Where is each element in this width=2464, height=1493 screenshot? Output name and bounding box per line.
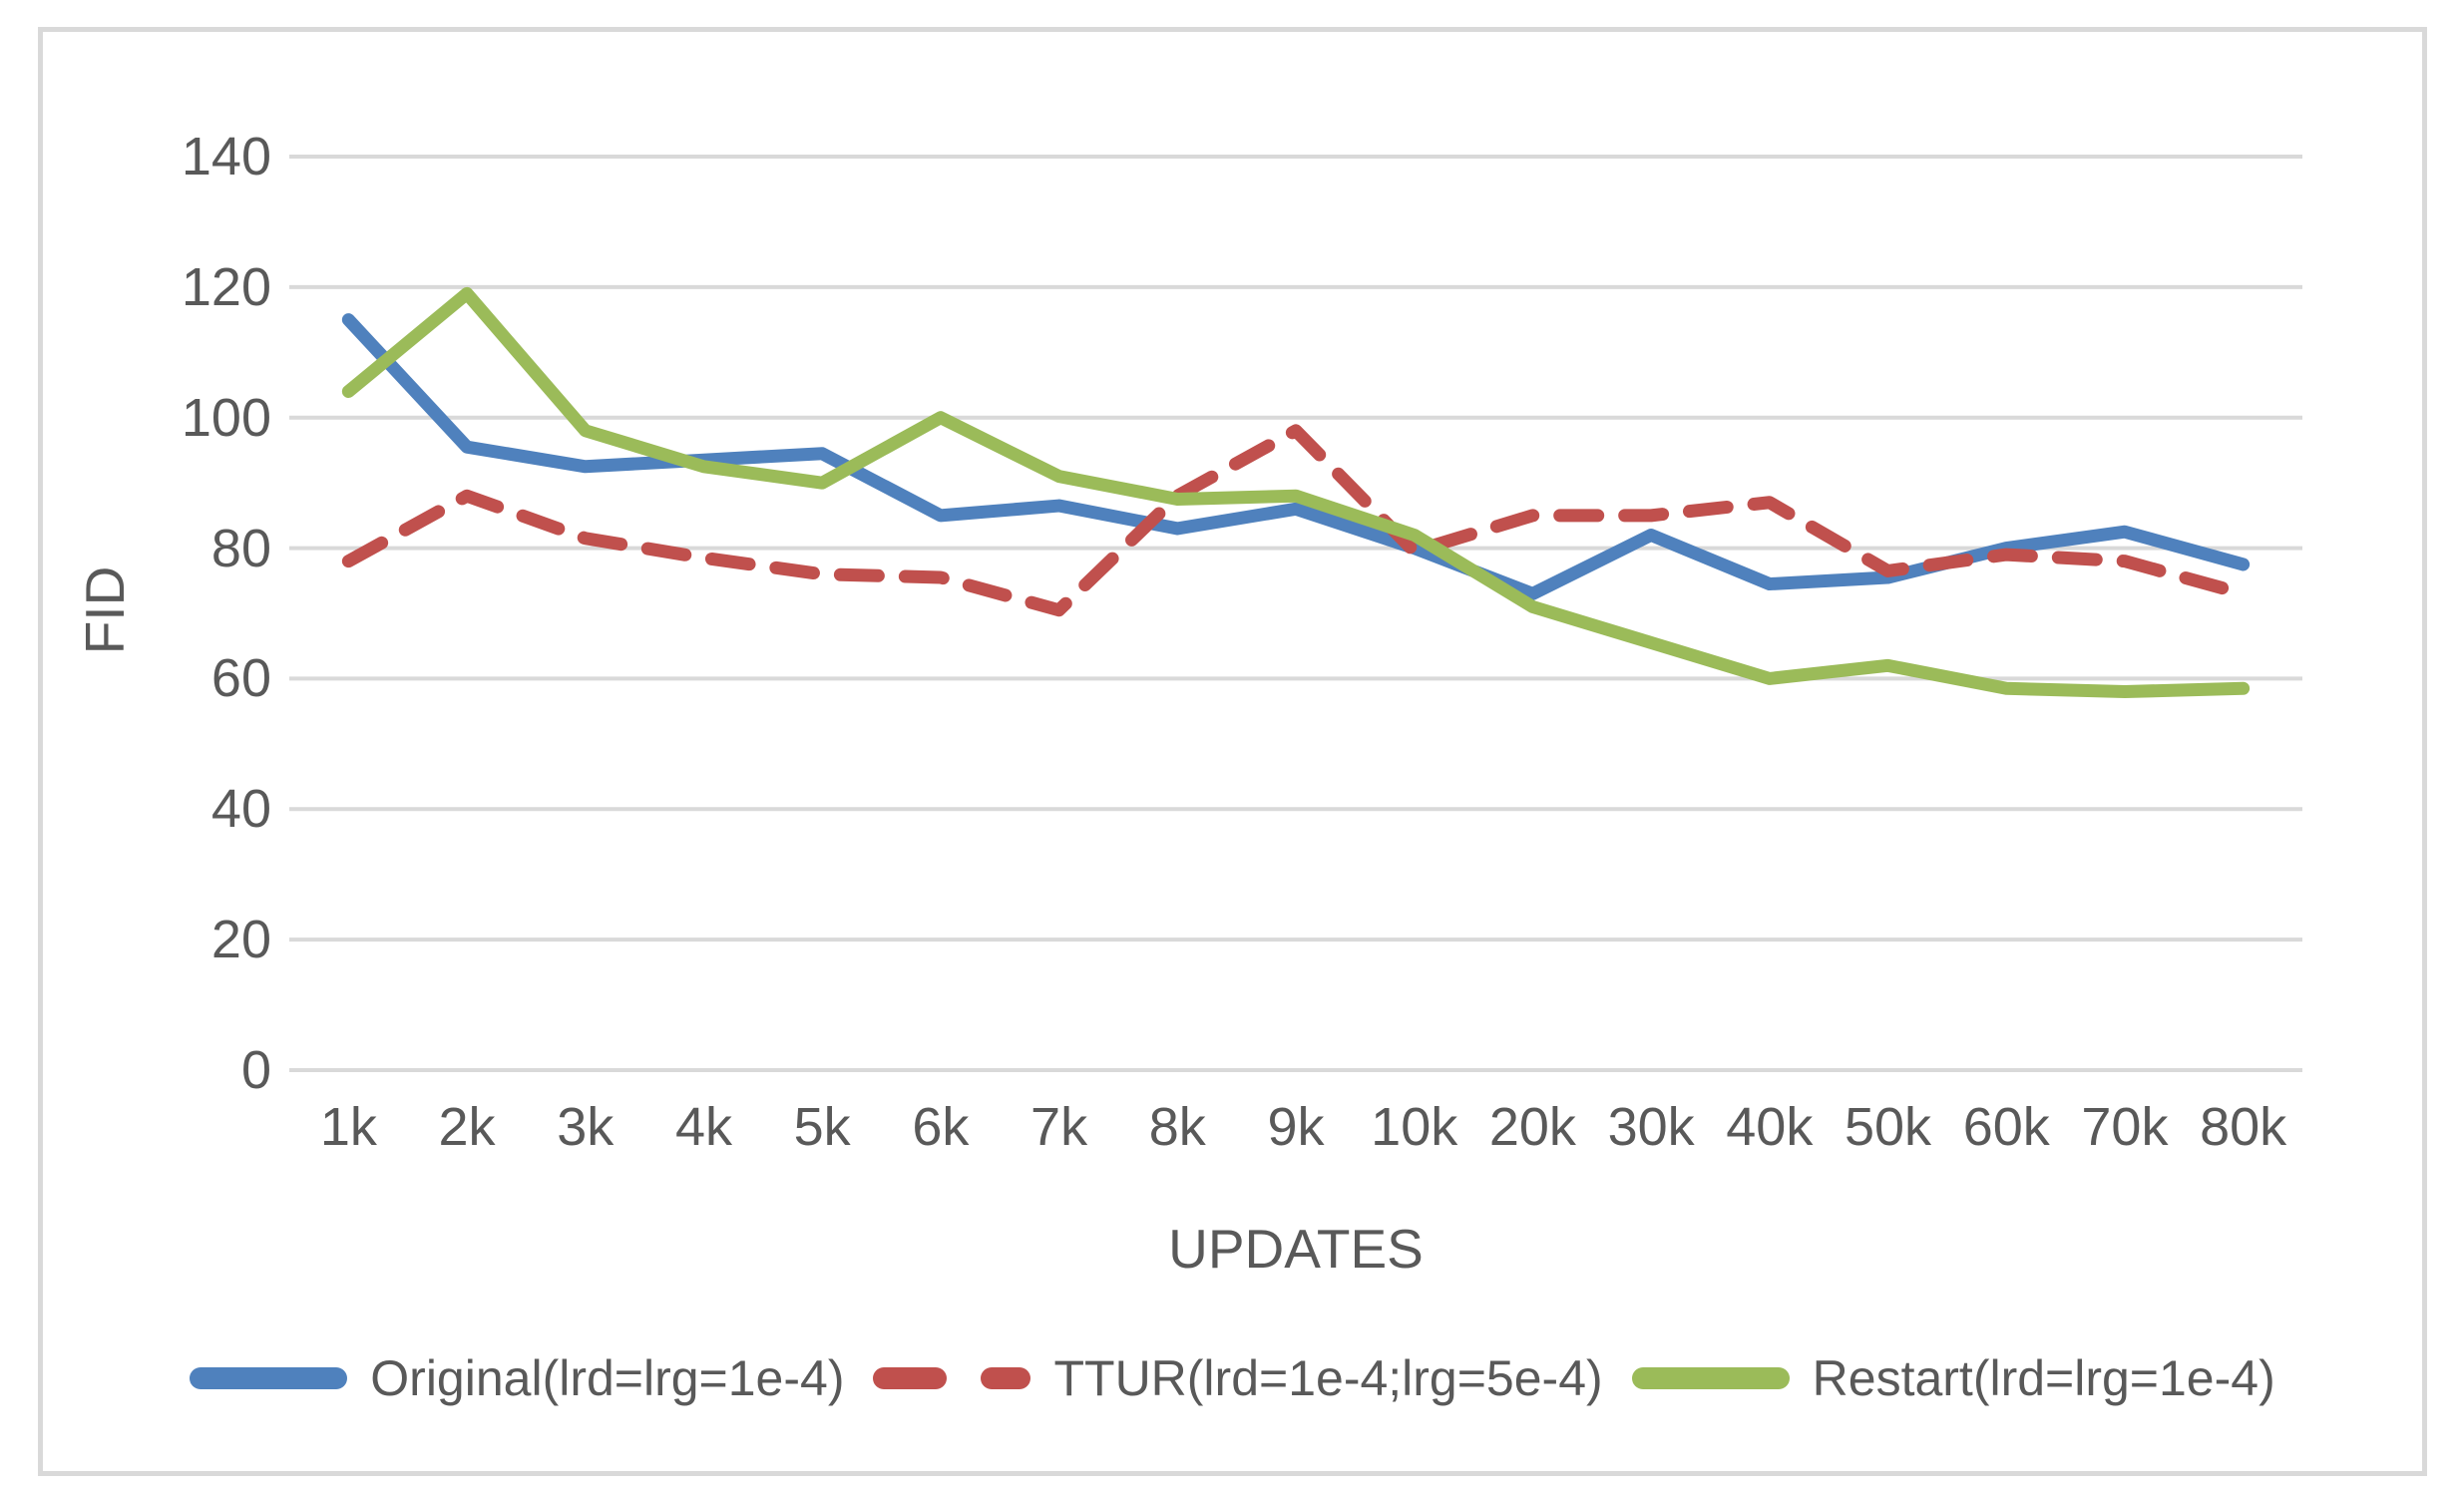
- x-tick-label: 20k: [1488, 1097, 1576, 1157]
- legend-label: Restart(lrd=lrg=1e-4): [1812, 1350, 2275, 1406]
- x-tick-label: 10k: [1371, 1097, 1458, 1157]
- y-tick-label: 20: [210, 910, 271, 970]
- x-tick-label: 4k: [674, 1097, 732, 1157]
- y-tick-label: 40: [210, 779, 271, 840]
- y-tick-label: 140: [181, 127, 271, 187]
- x-tick-label: 80k: [2200, 1097, 2287, 1157]
- series-line-0: [341, 313, 2251, 600]
- x-tick-label: 2k: [438, 1097, 496, 1157]
- x-axis-title: UPDATES: [1168, 1218, 1424, 1280]
- x-tick-label: 3k: [557, 1097, 615, 1157]
- legend-item-0: Original(lrd=lrg=1e-4): [189, 1349, 844, 1407]
- legend-swatch: [873, 1367, 1031, 1389]
- x-tick-label: 8k: [1148, 1097, 1206, 1157]
- x-tick-label: 7k: [1030, 1097, 1088, 1157]
- x-tick-label: 50k: [1844, 1097, 1932, 1157]
- x-tick-label: 70k: [2081, 1097, 2169, 1157]
- series-line-2: [341, 286, 2251, 699]
- y-tick-label: 60: [210, 648, 271, 709]
- legend-item-1: TTUR(lrd=1e-4;lrg=5e-4): [872, 1349, 1603, 1407]
- chart-frame: [38, 27, 2427, 1476]
- x-tick-label: 6k: [912, 1097, 970, 1157]
- y-tick-label: 100: [181, 387, 271, 448]
- legend-label: Original(lrd=lrg=1e-4): [370, 1350, 845, 1406]
- x-tick-label: 40k: [1726, 1097, 1814, 1157]
- y-tick-label: 120: [181, 256, 271, 317]
- x-tick-label: 1k: [319, 1097, 377, 1157]
- x-tick-label: 30k: [1607, 1097, 1695, 1157]
- y-tick-label: 80: [210, 518, 271, 578]
- x-tick-label: 9k: [1267, 1097, 1325, 1157]
- legend-item-2: Restart(lrd=lrg=1e-4): [1631, 1349, 2275, 1407]
- x-tick-label: 5k: [793, 1097, 851, 1157]
- legend-swatch: [190, 1367, 348, 1389]
- x-tick-label: 60k: [1962, 1097, 2050, 1157]
- series-line-1: [341, 424, 2251, 617]
- legend-label: TTUR(lrd=1e-4;lrg=5e-4): [1053, 1350, 1603, 1406]
- legend: Original(lrd=lrg=1e-4) TTUR(lrd=1e-4;lrg=…: [0, 1338, 2464, 1418]
- y-tick-label: 0: [240, 1040, 271, 1100]
- legend-swatch: [1631, 1367, 1790, 1389]
- y-axis-title: FID: [74, 565, 136, 655]
